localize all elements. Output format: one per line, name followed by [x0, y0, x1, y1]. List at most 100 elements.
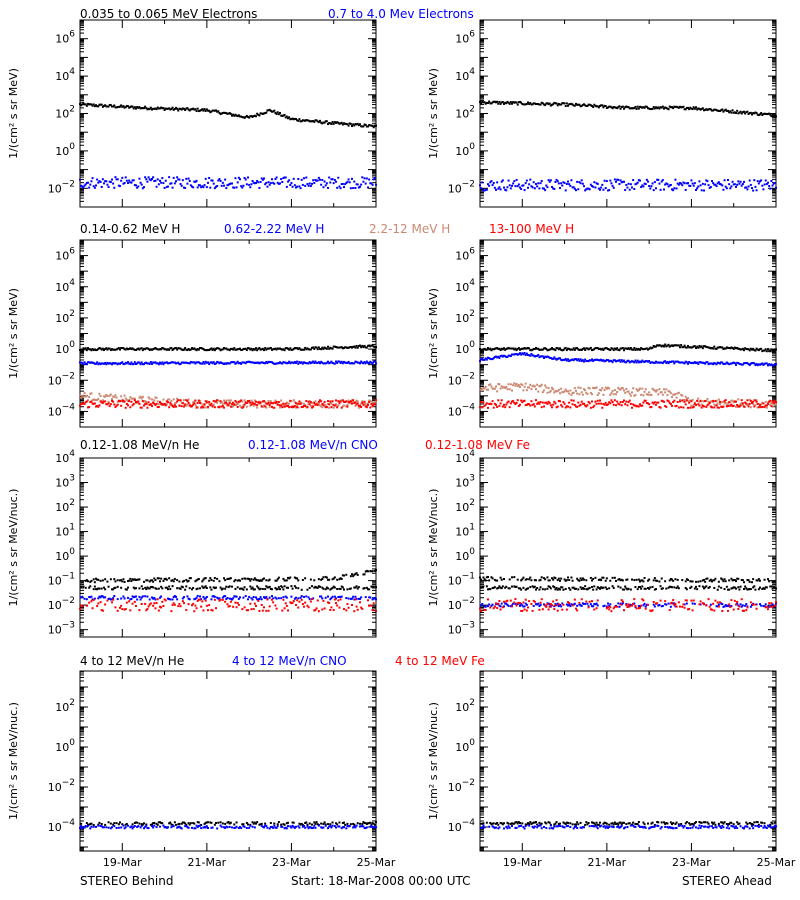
data-point — [616, 400, 619, 403]
data-point — [714, 404, 717, 407]
data-point — [351, 125, 353, 128]
data-point — [482, 101, 485, 104]
data-point — [584, 389, 587, 392]
data-point — [169, 588, 172, 591]
data-point — [85, 579, 88, 582]
data-point — [520, 348, 523, 351]
data-point — [101, 362, 104, 365]
data-point — [311, 346, 313, 349]
data-point — [307, 119, 310, 122]
data-point — [556, 405, 559, 408]
data-point — [183, 361, 185, 364]
data-point — [251, 115, 254, 118]
data-point — [263, 362, 265, 365]
data-point — [745, 111, 748, 114]
data-point — [608, 360, 611, 363]
data-point — [274, 178, 277, 181]
data-point — [586, 404, 589, 407]
data-point — [725, 187, 728, 190]
data-point — [746, 404, 749, 407]
data-point — [223, 347, 225, 350]
data-point — [340, 577, 343, 580]
data-point — [738, 405, 741, 408]
data-point — [610, 106, 613, 109]
data-point — [290, 361, 293, 364]
data-point — [698, 404, 701, 407]
data-point — [650, 185, 653, 188]
data-point — [341, 123, 344, 126]
data-point — [306, 362, 309, 365]
data-point — [645, 393, 648, 396]
data-point — [763, 405, 766, 408]
data-point — [109, 362, 112, 365]
data-point — [552, 348, 555, 351]
data-point — [775, 115, 777, 118]
data-point — [544, 104, 547, 107]
data-point — [657, 106, 660, 109]
data-point — [322, 186, 325, 189]
data-point — [364, 123, 367, 126]
data-point — [82, 363, 85, 366]
data-point — [237, 348, 240, 351]
data-point — [491, 400, 494, 403]
data-point — [352, 362, 355, 365]
data-point — [603, 104, 606, 107]
data-point — [645, 178, 648, 181]
data-point — [532, 102, 535, 105]
data-point — [620, 347, 623, 350]
data-point — [546, 102, 549, 105]
data-point — [89, 361, 92, 364]
data-point — [527, 101, 529, 104]
series-ahead-3 — [479, 399, 777, 409]
data-point — [341, 362, 344, 365]
data-point — [677, 391, 680, 394]
data-point — [676, 106, 679, 109]
data-point — [371, 344, 374, 347]
data-point — [755, 363, 758, 366]
data-point — [281, 406, 284, 409]
data-point — [507, 400, 510, 403]
data-point — [304, 346, 307, 349]
data-point — [481, 357, 484, 360]
data-point — [149, 179, 152, 182]
data-point — [626, 186, 629, 189]
data-point — [256, 404, 259, 407]
data-point — [652, 388, 655, 391]
data-point — [268, 403, 271, 406]
data-point — [245, 183, 248, 186]
data-point — [348, 402, 351, 405]
data-point — [545, 184, 548, 187]
data-point — [317, 402, 320, 405]
data-point — [721, 108, 724, 111]
data-point — [650, 108, 653, 111]
data-point — [770, 348, 773, 351]
data-point — [363, 361, 366, 364]
data-point — [320, 360, 323, 363]
data-point — [714, 183, 717, 186]
data-point — [548, 402, 551, 405]
data-point — [728, 347, 731, 350]
data-point — [615, 180, 617, 183]
data-point — [131, 179, 134, 182]
data-point — [251, 401, 254, 404]
data-point — [563, 358, 566, 361]
data-point — [253, 577, 256, 580]
data-point — [594, 347, 597, 350]
data-point — [105, 105, 108, 108]
data-point — [99, 103, 102, 106]
data-point — [180, 108, 183, 111]
data-point — [596, 399, 599, 402]
data-point — [331, 361, 334, 364]
data-point — [154, 347, 157, 350]
data-point — [288, 577, 291, 580]
data-point — [677, 406, 680, 409]
data-point — [157, 405, 160, 408]
data-point — [81, 103, 84, 106]
data-point — [637, 107, 640, 110]
data-point — [715, 363, 718, 366]
data-point — [346, 403, 349, 406]
data-point — [141, 363, 144, 366]
data-point — [266, 402, 269, 405]
data-point — [533, 385, 536, 388]
data-point — [160, 362, 163, 365]
